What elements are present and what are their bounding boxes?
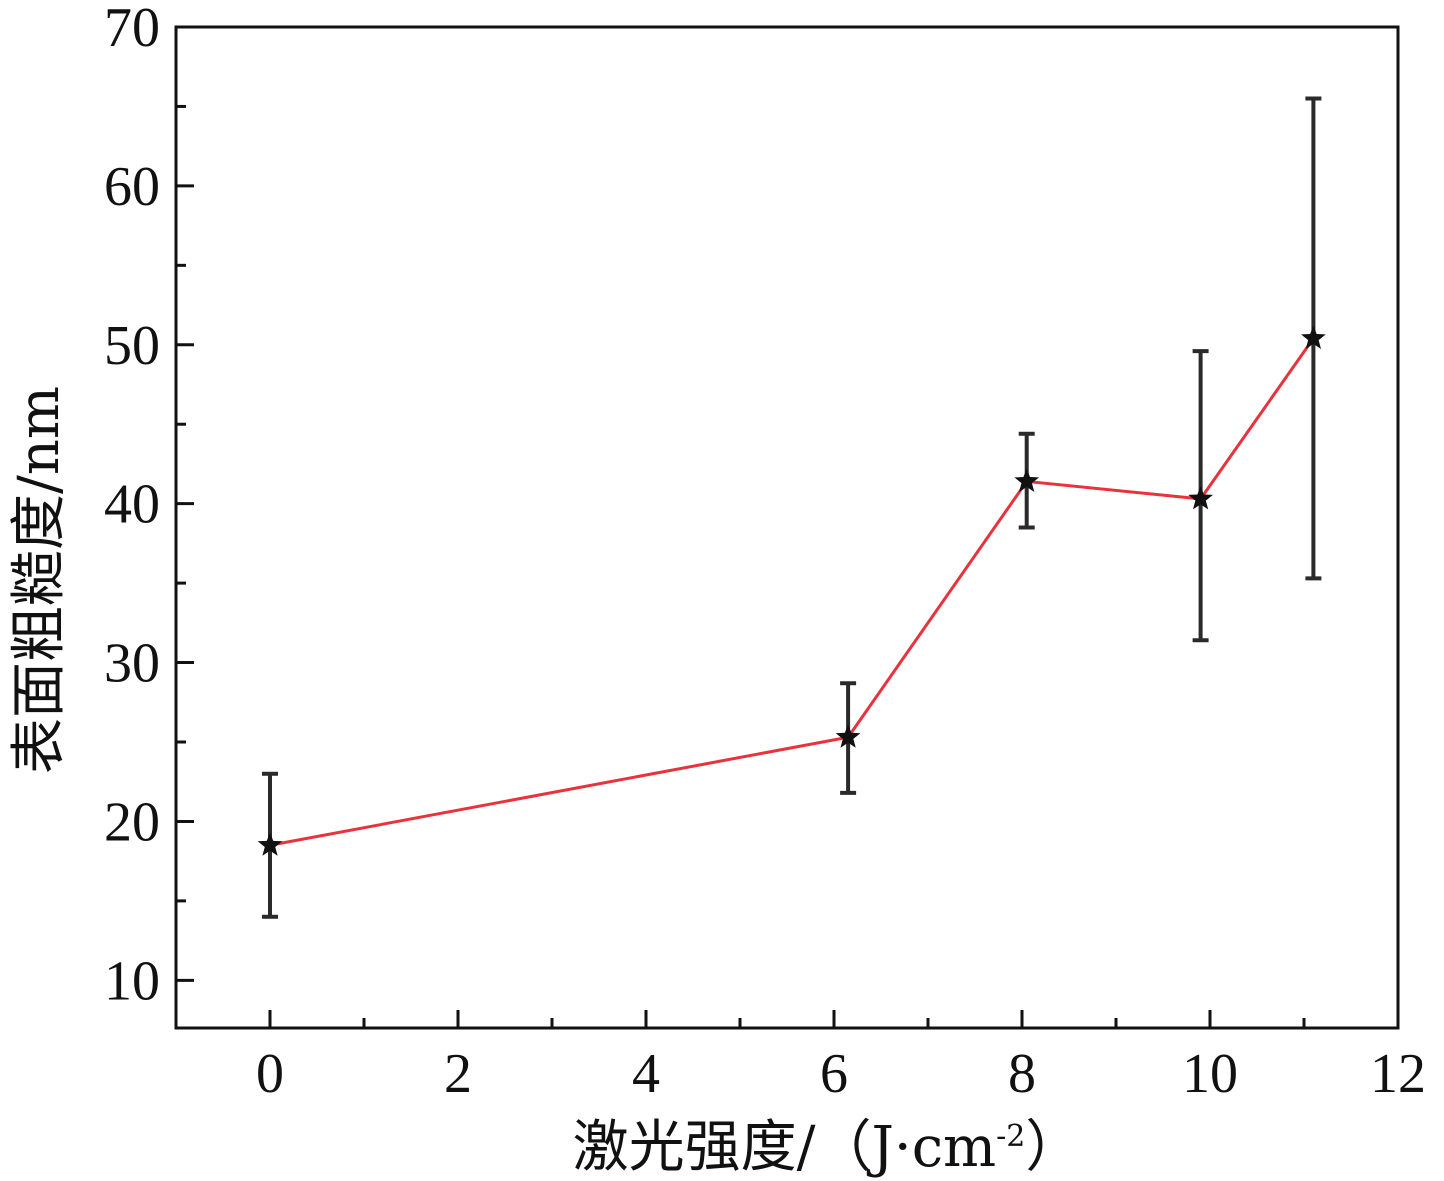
data-point-star xyxy=(257,832,283,856)
y-tick-label: 70 xyxy=(104,0,160,59)
y-tick-label: 20 xyxy=(104,791,160,853)
plot-frame xyxy=(174,25,1400,1030)
x-tick-label: 2 xyxy=(444,1043,472,1105)
data-point-star xyxy=(1301,325,1326,349)
series-line xyxy=(269,337,1315,847)
data-point-star xyxy=(835,724,861,748)
x-axis-title-close: ） xyxy=(1025,1115,1081,1180)
y-axis-title: 表面粗糙度/nm xyxy=(7,386,72,774)
x-axis-title: 激光强度/（J·cm-2） xyxy=(573,1115,1082,1180)
x-tick-label: 4 xyxy=(632,1043,660,1105)
x-tick-label: 0 xyxy=(256,1043,284,1105)
y-tick-label: 30 xyxy=(104,633,160,695)
data-point-star xyxy=(1014,468,1040,492)
x-axis-title-text: 激光强度/（J·cm xyxy=(573,1115,997,1180)
y-tick-label: 50 xyxy=(104,315,160,377)
y-tick-label: 40 xyxy=(104,474,160,536)
y-tick-label: 60 xyxy=(104,156,160,218)
x-tick-label: 6 xyxy=(820,1043,848,1105)
x-tick-label: 8 xyxy=(1008,1043,1036,1105)
axis-ticks xyxy=(176,25,1400,1028)
x-tick-label: 10 xyxy=(1182,1043,1238,1105)
axis-tick-labels: 0 2 4 6 8 10 12 10 20 30 40 50 60 70 xyxy=(104,0,1426,1105)
x-tick-label: 12 xyxy=(1370,1043,1426,1105)
data-point-star xyxy=(1188,485,1213,510)
x-axis-title-superscript: -2 xyxy=(996,1119,1025,1154)
y-tick-label: 10 xyxy=(104,950,160,1012)
series-layer xyxy=(257,96,1326,919)
